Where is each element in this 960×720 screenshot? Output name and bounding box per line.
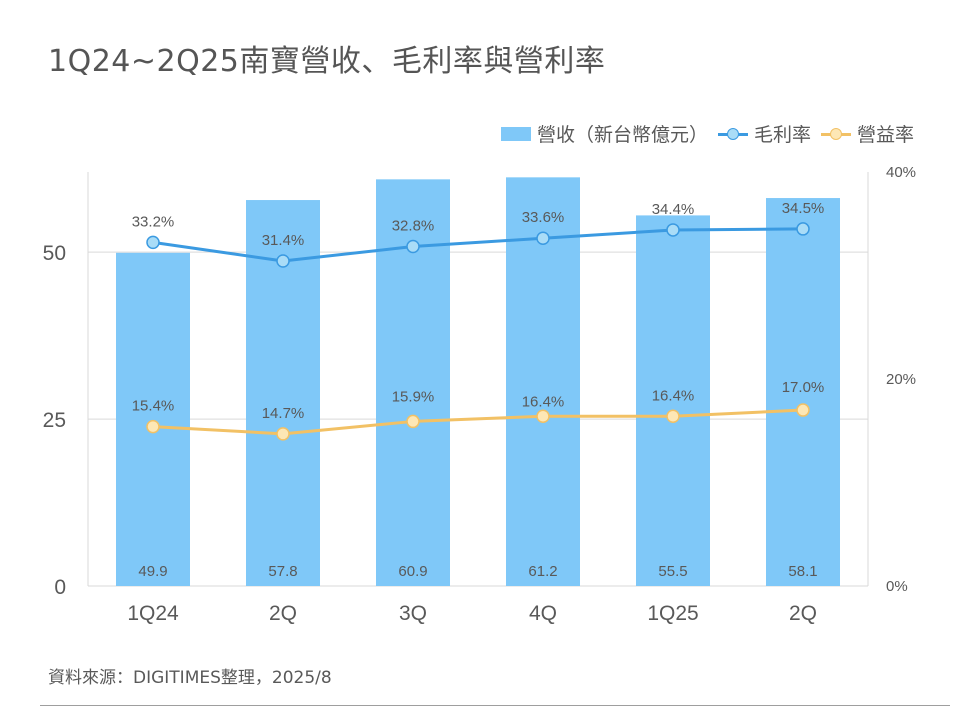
- chart-legend: 營收（新台幣億元） 毛利率 營益率: [500, 120, 914, 147]
- revenue-data-label: 55.5: [658, 563, 687, 580]
- gross-margin-data-label: 34.5%: [782, 200, 825, 217]
- op-margin-data-label: 14.7%: [262, 405, 305, 422]
- gross-margin-data-label: 33.2%: [132, 213, 175, 230]
- y2-tick-label: 20%: [886, 371, 916, 388]
- op-margin-data-label: 16.4%: [652, 387, 695, 404]
- y-tick-label: 50: [43, 242, 66, 265]
- legend-item-op-margin: 營益率: [820, 120, 914, 147]
- op-margin-point: [276, 427, 290, 441]
- op-margin-point: [796, 403, 810, 417]
- revenue-bar: [636, 215, 710, 586]
- gross-margin-data-label: 31.4%: [262, 232, 305, 249]
- op-margin-data-label: 15.4%: [132, 398, 175, 415]
- x-tick-label: 3Q: [399, 602, 427, 625]
- x-tick-label: 1Q25: [647, 602, 698, 625]
- gross-margin-point: [536, 231, 550, 245]
- legend-item-revenue: 營收（新台幣億元）: [500, 120, 708, 147]
- chart-title: 1Q24~2Q25南寶營收、毛利率與營利率: [48, 44, 606, 79]
- legend-label-gross-margin: 毛利率: [753, 124, 811, 146]
- revenue-bar: [766, 198, 840, 586]
- op-margin-point: [146, 419, 160, 434]
- x-tick-label: 4Q: [529, 602, 557, 625]
- x-tick-label: 2Q: [789, 602, 817, 625]
- op-margin-data-label: 16.4%: [522, 393, 565, 410]
- revenue-data-label: 57.8: [268, 563, 297, 580]
- gross-margin-data-label: 32.8%: [392, 218, 435, 235]
- legend-label-op-margin: 營益率: [856, 124, 914, 146]
- y-tick-label: 25: [43, 409, 66, 432]
- legend-swatch-gross-margin: [717, 127, 748, 141]
- x-tick-label: 1Q24: [127, 602, 179, 625]
- gross-margin-point: [406, 239, 420, 254]
- op-margin-data-label: 15.9%: [392, 388, 435, 405]
- legend-swatch-op-margin: [820, 127, 851, 141]
- gross-margin-point: [666, 223, 680, 237]
- revenue-bar: [116, 252, 190, 587]
- gross-margin-point: [146, 235, 160, 250]
- op-margin-point: [666, 409, 680, 424]
- legend-label-revenue: 營收（新台幣億元）: [536, 124, 708, 146]
- op-margin-point: [536, 409, 550, 424]
- op-margin-line: [152, 408, 804, 436]
- op-margin-data-label: 17.0%: [782, 379, 825, 396]
- revenue-data-label: 60.9: [398, 563, 427, 580]
- legend-item-gross-margin: 毛利率: [717, 120, 811, 147]
- source-note: 資料來源：DIGITIMES整理，2025/8: [48, 668, 332, 688]
- x-tick-label: 2Q: [269, 602, 297, 625]
- gross-margin-data-label: 34.4%: [652, 201, 695, 218]
- revenue-data-label: 49.9: [138, 563, 167, 580]
- gross-margin-point: [276, 254, 290, 268]
- y2-tick-label: 40%: [886, 164, 916, 181]
- revenue-data-label: 58.1: [788, 563, 817, 580]
- y-tick-label: 0: [54, 576, 66, 599]
- gross-margin-line: [152, 227, 804, 263]
- revenue-data-label: 61.2: [528, 563, 557, 580]
- footer-divider: [40, 705, 950, 706]
- revenue-bar: [506, 177, 580, 587]
- gross-margin-data-label: 33.6%: [522, 209, 565, 226]
- y2-tick-label: 0%: [886, 578, 908, 595]
- gross-margin-point: [796, 222, 810, 236]
- legend-swatch-revenue: [500, 126, 531, 141]
- op-margin-point: [406, 414, 420, 429]
